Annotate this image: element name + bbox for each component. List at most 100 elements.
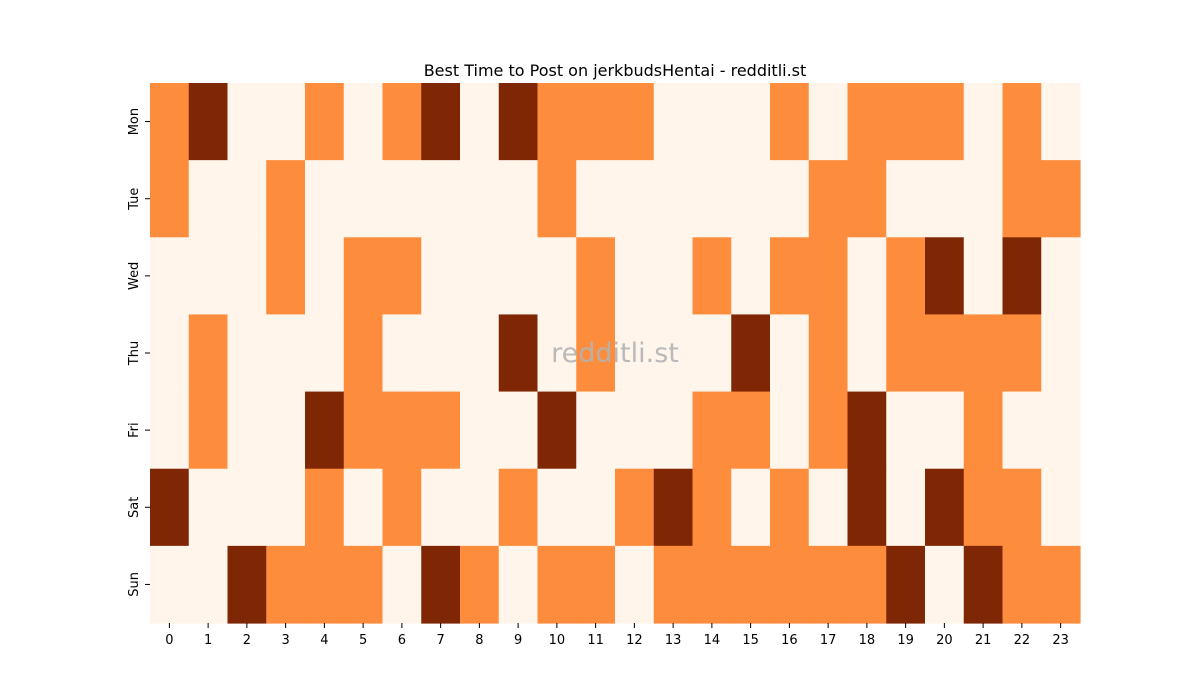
heatmap-cell xyxy=(1041,545,1081,624)
heatmap-cell xyxy=(808,160,849,238)
heatmap-cell xyxy=(692,237,732,316)
heatmap-cell xyxy=(692,160,732,238)
heatmap-cell xyxy=(925,545,965,624)
x-tick-label: 14 xyxy=(704,633,721,648)
heatmap-cell xyxy=(421,314,461,393)
heatmap-cell xyxy=(1002,468,1042,547)
heatmap-cell xyxy=(382,468,422,547)
heatmap-cell xyxy=(963,545,1004,624)
heatmap-cell xyxy=(847,237,887,316)
heatmap-cell xyxy=(537,468,577,547)
heatmap-cell xyxy=(731,314,771,393)
heatmap-cell xyxy=(537,237,577,316)
heatmap-cell xyxy=(537,545,577,624)
heatmap-cell xyxy=(498,391,539,470)
heatmap-cell xyxy=(615,314,655,393)
heatmap-cell xyxy=(227,468,267,547)
heatmap-cell xyxy=(382,391,422,470)
x-tick-label: 18 xyxy=(859,633,876,648)
heatmap-cell xyxy=(305,314,345,393)
heatmap-cell xyxy=(498,468,539,547)
x-tick-label: 16 xyxy=(781,633,798,648)
x-tick-label: 4 xyxy=(320,633,328,648)
heatmap-cell xyxy=(925,237,965,316)
heatmap-cell xyxy=(615,237,655,316)
heatmap-cell xyxy=(382,314,422,393)
heatmap-cell xyxy=(653,83,694,161)
heatmap-cell xyxy=(653,468,694,547)
x-tick-label: 17 xyxy=(820,633,837,648)
heatmap-cell xyxy=(150,237,190,316)
heatmap-cell xyxy=(653,237,694,316)
heatmap-cell xyxy=(382,160,422,238)
heatmap-cell xyxy=(847,314,887,393)
heatmap-cell xyxy=(886,160,926,238)
heatmap-cell xyxy=(770,391,810,470)
heatmap-cell xyxy=(731,545,771,624)
heatmap-cell xyxy=(537,391,577,470)
heatmap-cell xyxy=(963,391,1004,470)
heatmap-cell xyxy=(1002,391,1042,470)
heatmap-cell xyxy=(382,237,422,316)
heatmap-cell xyxy=(188,314,229,393)
heatmap-cell xyxy=(227,160,267,238)
x-tick-label: 9 xyxy=(514,633,522,648)
heatmap-cell xyxy=(150,468,190,547)
heatmap-cell xyxy=(1002,314,1042,393)
heatmap-cell xyxy=(227,314,267,393)
heatmap-cell xyxy=(731,391,771,470)
x-tick-label: 12 xyxy=(626,633,643,648)
heatmap-cell xyxy=(886,545,926,624)
heatmap-cell xyxy=(615,83,655,161)
heatmap-cell xyxy=(886,468,926,547)
x-tick-label: 0 xyxy=(165,633,173,648)
heatmap-cell xyxy=(963,160,1004,238)
heatmap-cell xyxy=(421,83,461,161)
x-tick-label: 20 xyxy=(936,633,953,648)
heatmap-cell xyxy=(305,83,345,161)
heatmap-cell xyxy=(770,237,810,316)
heatmap-cell xyxy=(925,314,965,393)
heatmap-cell xyxy=(576,314,616,393)
heatmap-cell xyxy=(227,83,267,161)
heatmap-cell xyxy=(537,160,577,238)
heatmap-cell xyxy=(1002,545,1042,624)
heatmap-cell xyxy=(770,545,810,624)
heatmap-cell xyxy=(305,391,345,470)
x-tick-label: 5 xyxy=(359,633,367,648)
heatmap-cell xyxy=(1002,160,1042,238)
heatmap-cell xyxy=(460,83,500,161)
heatmap-cell xyxy=(886,391,926,470)
x-tick-label: 10 xyxy=(549,633,566,648)
heatmap-cell xyxy=(188,237,229,316)
heatmap-cell xyxy=(305,545,345,624)
y-axis: Mon Tue Wed Thu Fri Sat Sun xyxy=(127,108,150,597)
heatmap-cell xyxy=(188,545,229,624)
heatmap-cell xyxy=(615,391,655,470)
heatmap-cell xyxy=(421,391,461,470)
heatmap-cell xyxy=(886,83,926,161)
heatmap-cell xyxy=(188,160,229,238)
x-tick-label: 22 xyxy=(1014,633,1031,648)
heatmap-cell xyxy=(1041,237,1081,316)
heatmap-cell xyxy=(615,468,655,547)
heatmap-cell xyxy=(576,160,616,238)
heatmap-cell xyxy=(731,83,771,161)
heatmap-cell xyxy=(421,160,461,238)
heatmap-cell xyxy=(808,237,849,316)
chart-title: Best Time to Post on jerkbudsHentai - re… xyxy=(424,61,807,80)
heatmap-cell xyxy=(460,468,500,547)
heatmap-cell xyxy=(576,391,616,470)
heatmap-cell xyxy=(498,160,539,238)
heatmap-cell xyxy=(266,391,306,470)
heatmap-cell xyxy=(421,468,461,547)
heatmap-cell xyxy=(576,468,616,547)
heatmap-cell xyxy=(963,83,1004,161)
x-tick-label: 8 xyxy=(475,633,483,648)
heatmap-cell xyxy=(1041,391,1081,470)
heatmap-cell xyxy=(305,468,345,547)
heatmap-cell xyxy=(498,237,539,316)
heatmap-cell xyxy=(925,391,965,470)
heatmap-cell xyxy=(692,468,732,547)
